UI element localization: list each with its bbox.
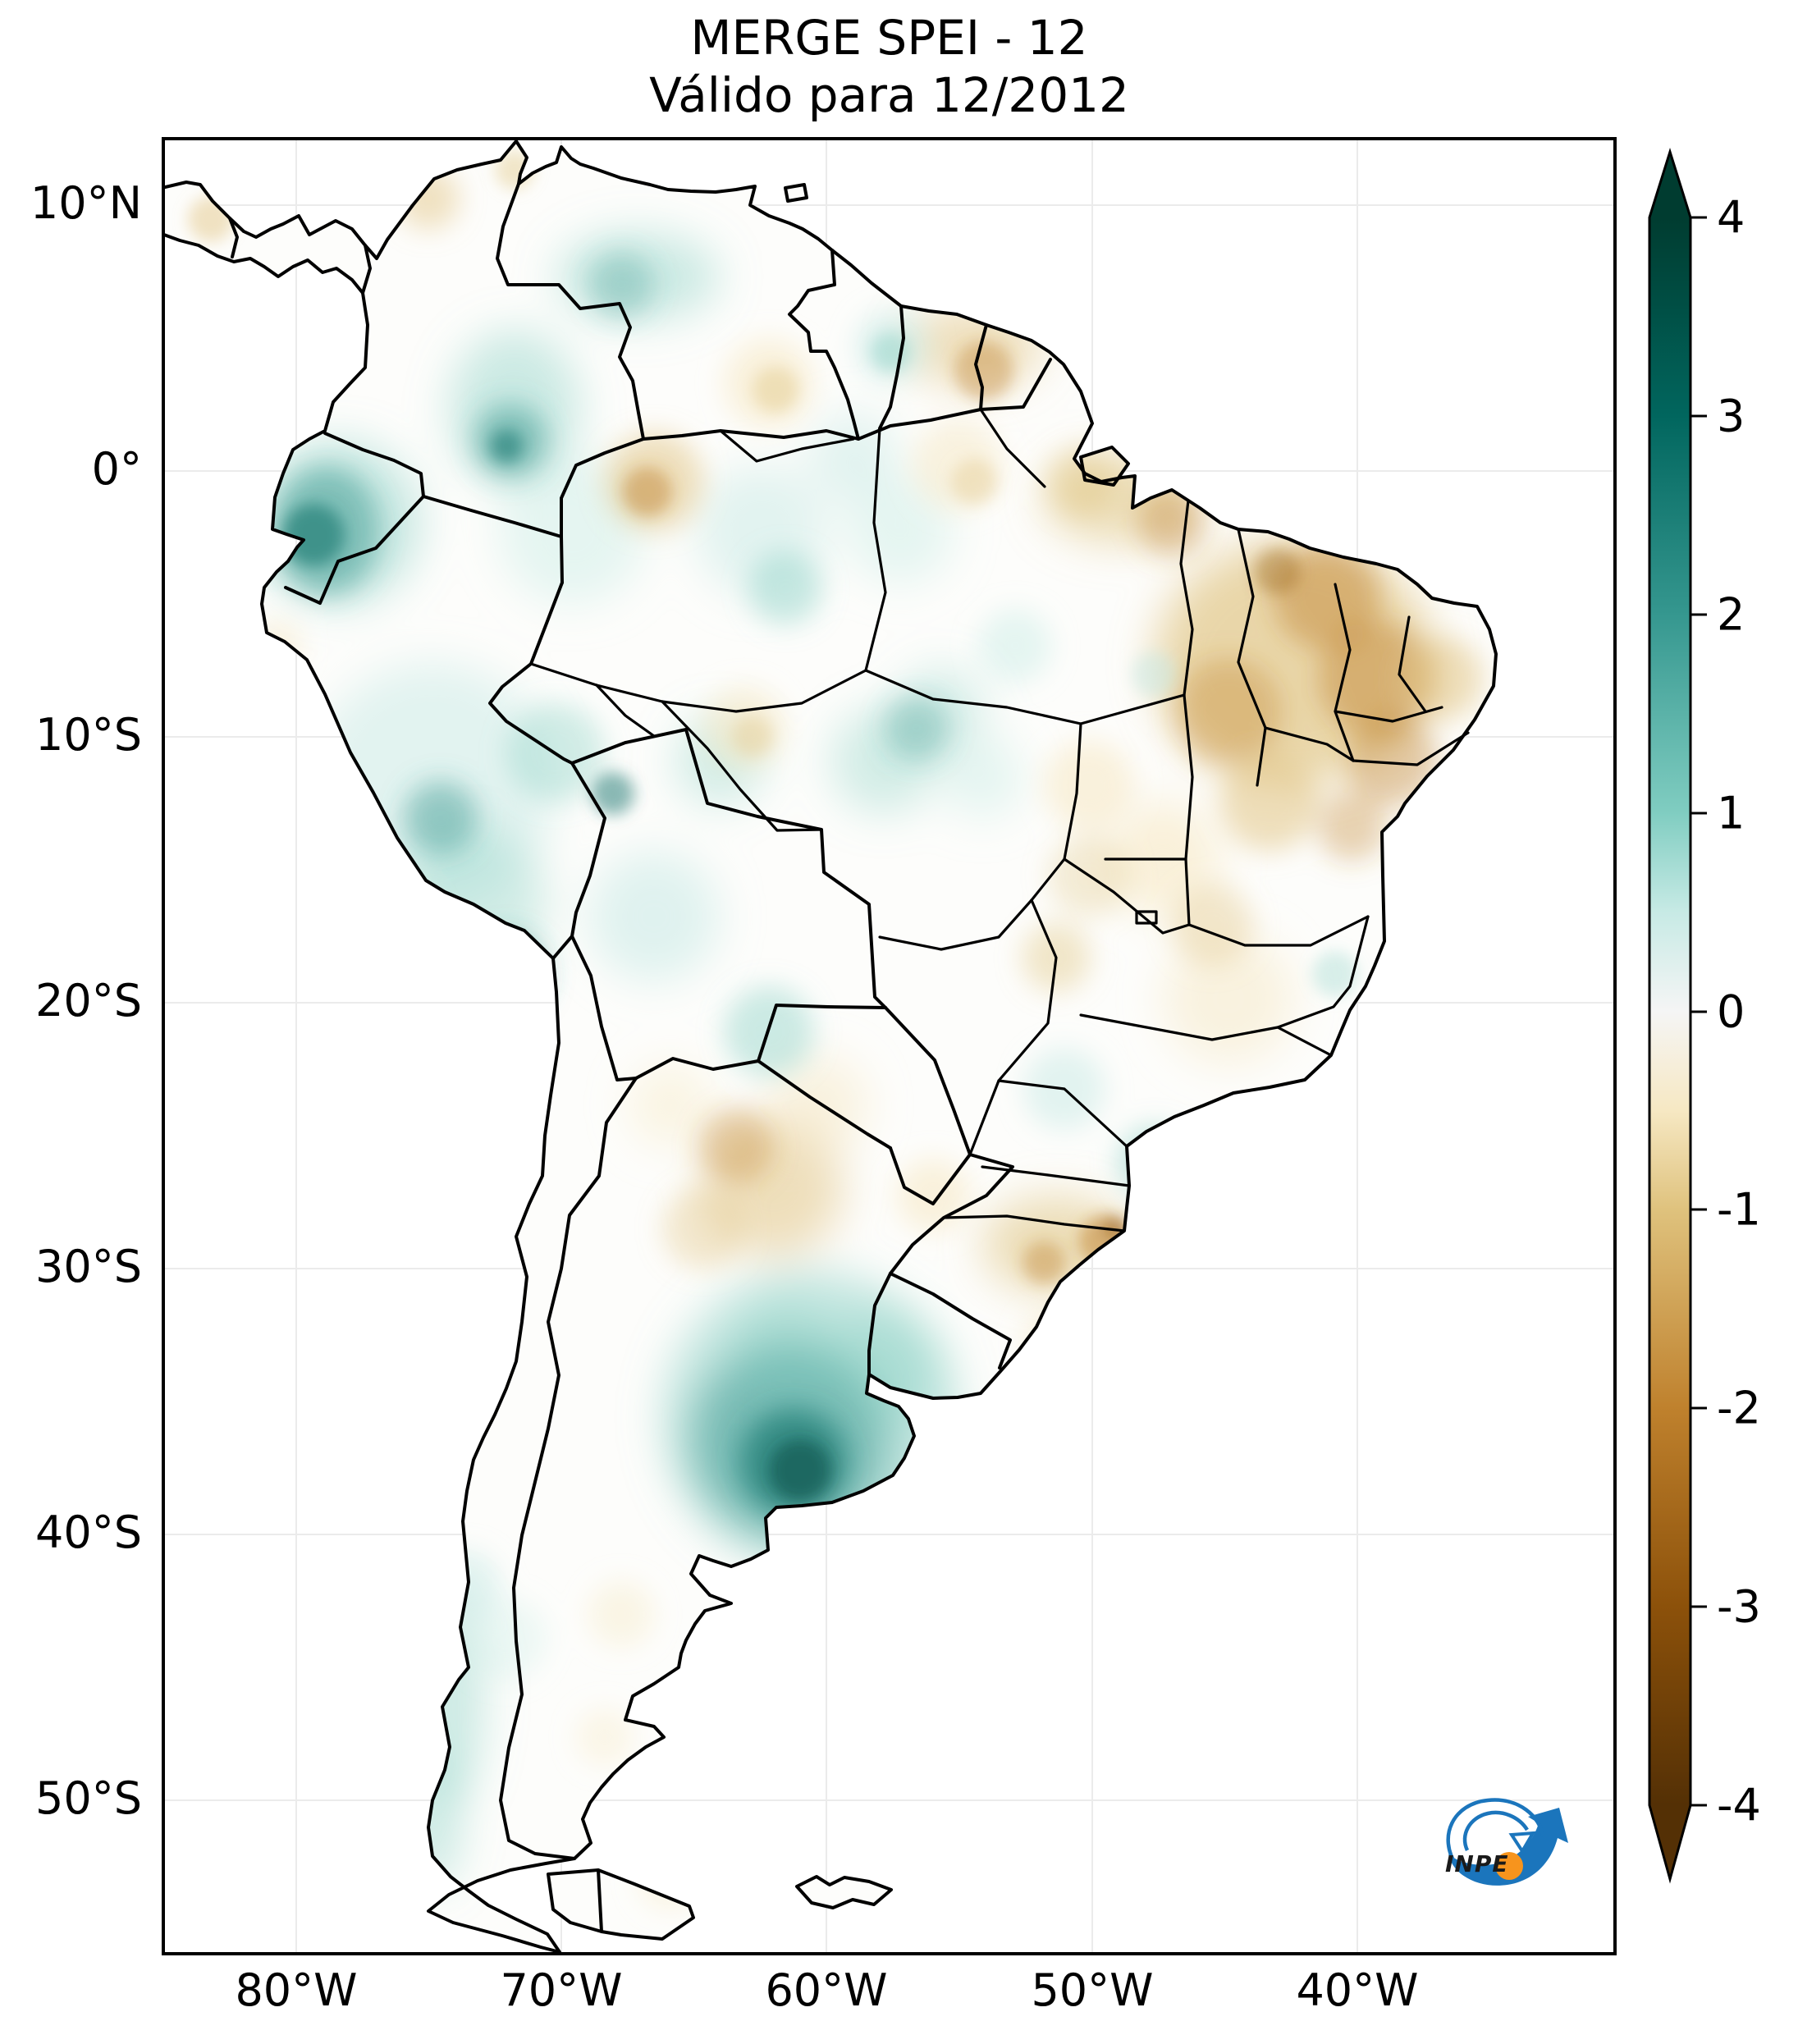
state-borders [529, 408, 1470, 1232]
colorbar: 4 3 2 1 0 -1 -2 -3 -4 [1648, 147, 1761, 1884]
colorbar-tick: -1 [1717, 1184, 1761, 1236]
colorbar-tick: -4 [1717, 1780, 1761, 1831]
chart-title: MERGE SPEI - 12 [690, 10, 1088, 66]
lon-tick-label: 40°W [1296, 1964, 1419, 2016]
colorbar-extend-max [1649, 152, 1690, 217]
colorbar-tick: 2 [1717, 589, 1745, 641]
lat-tick-label: 40°S [35, 1507, 142, 1558]
inpe-logo-globe [1495, 1852, 1523, 1880]
colorbar-tick: 3 [1717, 391, 1745, 442]
lon-tick-label: 80°W [235, 1964, 358, 2016]
colorbar-extend-min [1649, 1805, 1690, 1879]
lat-tick-label: 0° [91, 443, 142, 495]
colorbar-tick: 4 [1717, 192, 1745, 244]
lat-tick-label: 10°S [35, 709, 142, 761]
inpe-logo-swirl [1446, 1798, 1545, 1868]
lon-tick-label: 50°W [1031, 1964, 1154, 2016]
lat-tick-label: 30°S [35, 1241, 142, 1292]
colorbar-tick: -3 [1717, 1581, 1761, 1633]
inpe-logo-arrowhead [1508, 1831, 1536, 1854]
coastlines [162, 139, 1498, 1954]
colorbar-tick-labels: 4 3 2 1 0 -1 -2 -3 -4 [1717, 192, 1761, 1831]
map-canvas [162, 137, 1617, 1955]
country-borders [228, 182, 1052, 1933]
inpe-logo-arrow [1448, 1808, 1568, 1886]
inpe-logo: INPE [1445, 1798, 1568, 1886]
colorbar-tick: -2 [1717, 1383, 1761, 1434]
inpe-logo-text: INPE [1445, 1850, 1509, 1877]
colorbar-tick: 1 [1717, 788, 1745, 839]
colorbar-tick-marks [1690, 216, 1707, 1807]
lat-tick-label: 50°S [35, 1772, 142, 1824]
lat-tick-label: 10°N [30, 177, 142, 229]
lat-tick-label: 20°S [35, 975, 142, 1027]
lon-tick-label: 60°W [765, 1964, 888, 2016]
lon-tick-label: 70°W [500, 1964, 623, 2016]
colorbar-tick: 0 [1717, 986, 1745, 1038]
chart-subtitle: Válido para 12/2012 [649, 67, 1129, 123]
map-frame [162, 137, 1617, 1955]
colorbar-gradient [1649, 217, 1690, 1805]
